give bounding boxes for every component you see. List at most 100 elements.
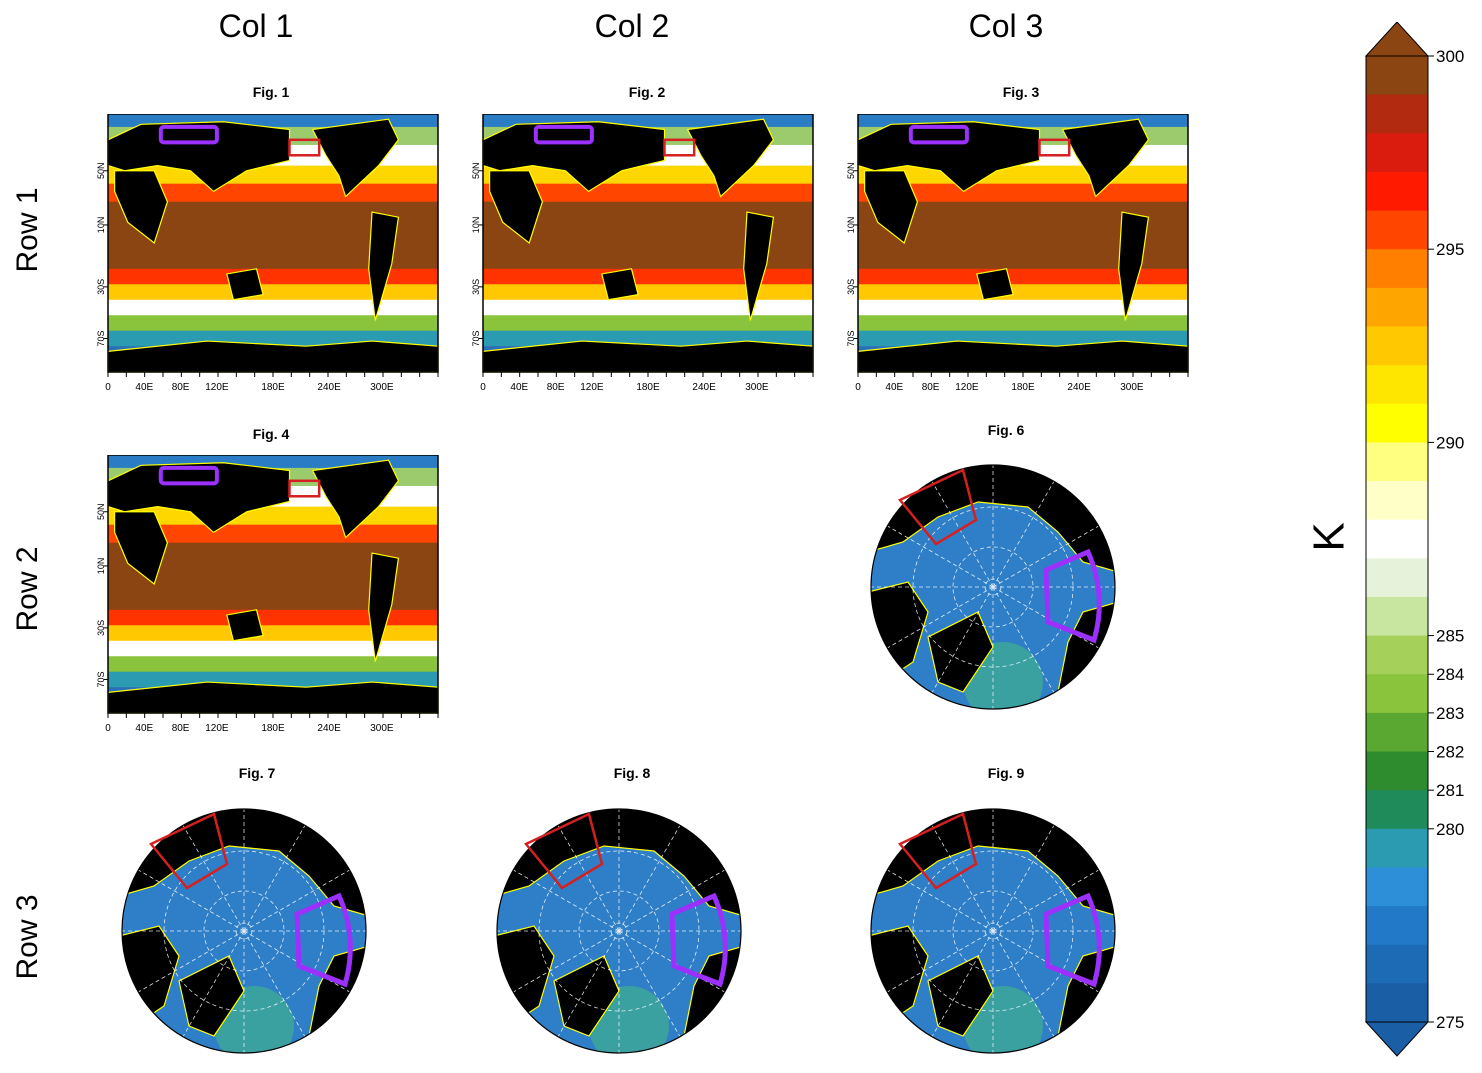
colorbar-swatch (1366, 210, 1428, 250)
colorbar-swatch (1366, 481, 1428, 521)
lat-tick-label: 70S (846, 330, 856, 346)
fig7-title: Fig. 7 (238, 765, 276, 781)
lat-tick-label: 50N (471, 163, 481, 180)
red-region-box (288, 479, 321, 498)
lon-tick-label: 0 (105, 382, 111, 393)
red-region-box (524, 812, 604, 890)
lat-tick-label: 50N (846, 163, 856, 180)
purple-region-box (158, 465, 219, 486)
colorbar-tick-label: 283 (1436, 704, 1464, 723)
lon-tick-label: 80E (172, 723, 190, 734)
colorbar-swatch (1366, 365, 1428, 405)
fig6-title: Fig. 6 (987, 422, 1025, 438)
column-header-2: Col 2 (594, 8, 670, 44)
polar-map-svg (870, 808, 1116, 1054)
colorbar-tick-label: 295 (1436, 240, 1464, 259)
lon-tick-label: 0 (105, 723, 111, 734)
lon-tick-label: 180E (261, 723, 285, 734)
land-masses (482, 118, 814, 373)
global-map-svg: 50N 10N 30S 70S 0 40E 80E 120E 180E 240E 300E (471, 113, 814, 393)
lat-tick-label: 10N (96, 217, 106, 234)
colorbar-swatch (1366, 287, 1428, 327)
fig2-global-map: 50N 10N 30S 70S 0 40E 80E 120E 180E 240E 300E (471, 113, 816, 399)
lat-tick-label: 10N (471, 217, 481, 234)
lon-tick-label: 120E (955, 382, 979, 393)
row-header-2: Row 2 (11, 546, 44, 632)
colorbar-swatch (1366, 133, 1428, 173)
lon-tick-label: 80E (922, 382, 940, 393)
lon-tick-label: 180E (261, 382, 285, 393)
lon-tick-label: 300E (370, 723, 394, 734)
purple-region-box (533, 124, 594, 145)
colorbar-tick-label: 300 (1436, 47, 1464, 66)
red-region-box (149, 812, 229, 890)
colorbar-swatch (1366, 56, 1428, 96)
colorbar-swatch (1366, 171, 1428, 212)
fig4-global-map: 50N 10N 30S 70S 0 40E 80E 120E 180E 240E 300E (96, 454, 441, 740)
colorbar-swatch (1366, 94, 1428, 134)
colorbar-swatch (1366, 906, 1428, 946)
lon-tick-label: 80E (172, 382, 190, 393)
fig9-title: Fig. 9 (987, 765, 1025, 781)
lon-tick-label: 0 (480, 382, 486, 393)
lon-tick-label: 120E (205, 723, 229, 734)
lon-tick-label: 180E (1011, 382, 1035, 393)
purple-region-box (908, 124, 969, 145)
fig4-title: Fig. 4 (252, 426, 290, 442)
lon-tick-label: 240E (317, 723, 341, 734)
row-header-1: Row 1 (11, 187, 44, 273)
colorbar-tick-label: 280 (1436, 820, 1464, 839)
colorbar-tick-label: 284 (1436, 665, 1464, 684)
fig1-title: Fig. 1 (252, 84, 290, 100)
fig7-polar-map (119, 806, 369, 1061)
fig3-global-map: 50N 10N 30S 70S 0 40E 80E 120E 180E 240E 300E (846, 113, 1191, 399)
lat-tick-label: 70S (96, 671, 106, 687)
column-header-1: Col 1 (218, 8, 294, 44)
lon-tick-label: 240E (692, 382, 716, 393)
lon-tick-label: 300E (745, 382, 769, 393)
lon-tick-label: 240E (317, 382, 341, 393)
purple-region-box (669, 892, 728, 988)
colorbar-swatch (1366, 828, 1428, 868)
global-map-svg: 50N 10N 30S 70S 0 40E 80E 120E 180E 240E 300E (846, 113, 1189, 393)
fig2-title: Fig. 2 (628, 84, 666, 100)
lat-tick-label: 10N (846, 217, 856, 234)
red-region-box (663, 138, 696, 157)
colorbar-swatch (1366, 635, 1428, 675)
colorbar-tick-label: 281 (1436, 781, 1464, 800)
polar-map-svg (121, 808, 367, 1054)
column-header-3: Col 3 (968, 8, 1044, 44)
lon-tick-label: 180E (636, 382, 660, 393)
red-region-box (288, 138, 321, 157)
colorbar-tick-label: 285 (1436, 627, 1464, 646)
row-header-3: Row 3 (11, 894, 44, 980)
fig1-global-map: 50N 10N 30S 70S 0 40E 80E 120E 180E 240E 300E (96, 113, 441, 399)
lon-tick-label: 300E (1120, 382, 1144, 393)
red-region-box (1038, 138, 1071, 157)
lat-tick-label: 30S (96, 620, 106, 636)
lon-tick-label: 240E (1067, 382, 1091, 393)
colorbar-swatch (1366, 983, 1428, 1023)
colorbar-swatch (1366, 674, 1428, 714)
colorbar-swatch (1366, 596, 1428, 637)
colorbar-tick-label: 282 (1436, 743, 1464, 762)
colorbar-swatch (1366, 790, 1428, 830)
global-map-svg: 50N 10N 30S 70S 0 40E 80E 120E 180E 240E 300E (96, 454, 439, 734)
land-masses (107, 459, 439, 714)
lon-tick-label: 40E (510, 382, 528, 393)
purple-region-box (1043, 548, 1102, 644)
fig6-polar-map (868, 462, 1118, 717)
polar-map-svg (496, 808, 742, 1054)
fig8-polar-map (494, 806, 744, 1061)
lat-tick-label: 70S (96, 330, 106, 346)
lon-tick-label: 80E (547, 382, 565, 393)
purple-region-box (1043, 892, 1102, 988)
colorbar-svg: 300 295 290 285 284 283 282 281 280 275 (1364, 21, 1464, 1057)
colorbar-under-triangle (1364, 1021, 1430, 1057)
purple-region-box (294, 892, 353, 988)
land-masses (107, 118, 439, 373)
colorbar-tick-label: 290 (1436, 433, 1464, 452)
land-masses (857, 118, 1189, 373)
colorbar: 300 295 290 285 284 283 282 281 280 275 (1354, 21, 1474, 1067)
colorbar-swatch (1366, 712, 1428, 753)
